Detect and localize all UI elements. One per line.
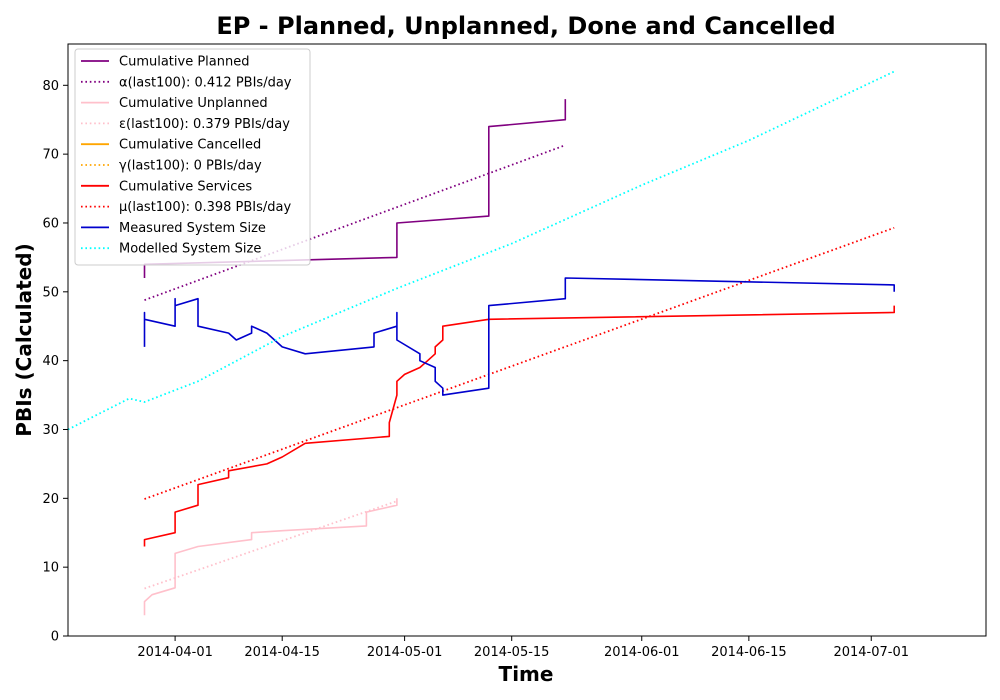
series-line-9 (67, 70, 895, 431)
y-tick-label-3: 30 (42, 423, 59, 438)
legend-label-4: Cumulative Cancelled (119, 138, 261, 153)
series-line-7 (144, 226, 895, 500)
x-tick-label-1: 2014-04-15 (244, 645, 320, 660)
legend-label-9: Modelled System Size (119, 242, 261, 257)
y-tick-label-6: 60 (42, 216, 59, 231)
y-tick-label-2: 20 (42, 492, 59, 507)
x-tick-label-4: 2014-06-01 (604, 645, 680, 660)
series-line-8 (143, 277, 896, 396)
plot-frame (67, 43, 987, 637)
x-axis-label: Time (499, 662, 554, 686)
legend-label-1: α(last100): 0.412 PBIs/day (119, 75, 292, 90)
legend: Cumulative Planned α(last100): 0.412 PBIs… (74, 48, 311, 266)
legend-label-3: ε(last100): 0.379 PBIs/day (119, 117, 290, 132)
y-tick-label-4: 40 (42, 354, 59, 369)
x-tick-label-3: 2014-05-15 (474, 645, 550, 660)
y-tick-label-0: 0 (51, 630, 59, 645)
x-axis: 2014-04-01 2014-04-15 2014-05-01 2014-05-15… (137, 636, 909, 660)
legend-box (74, 48, 311, 266)
chart-title: EP - Planned, Unplanned, Done and Cancel… (216, 12, 835, 40)
legend-label-8: Measured System Size (119, 221, 266, 236)
y-tick-label-8: 80 (42, 79, 59, 94)
series-line-3 (144, 500, 398, 590)
y-tick-label-7: 70 (42, 148, 59, 163)
legend-label-7: μ(last100): 0.398 PBIs/day (119, 200, 291, 215)
x-tick-label-2: 2014-05-01 (367, 645, 443, 660)
series-line-6 (143, 305, 896, 547)
x-tick-label-6: 2014-07-01 (833, 645, 909, 660)
legend-label-5: γ(last100): 0 PBIs/day (119, 159, 262, 174)
legend-label-6: Cumulative Services (119, 179, 252, 194)
y-tick-label-1: 10 (42, 561, 59, 576)
x-tick-label-5: 2014-06-15 (711, 645, 787, 660)
x-tick-label-0: 2014-04-01 (137, 645, 213, 660)
y-tick-label-5: 50 (42, 285, 59, 300)
legend-label-2: Cumulative Unplanned (119, 96, 268, 111)
y-axis-label: PBIs (Calculated) (12, 243, 36, 436)
y-axis: 0 10 20 30 40 50 60 70 80 (42, 79, 68, 645)
legend-label-0: Cumulative Planned (119, 55, 249, 70)
